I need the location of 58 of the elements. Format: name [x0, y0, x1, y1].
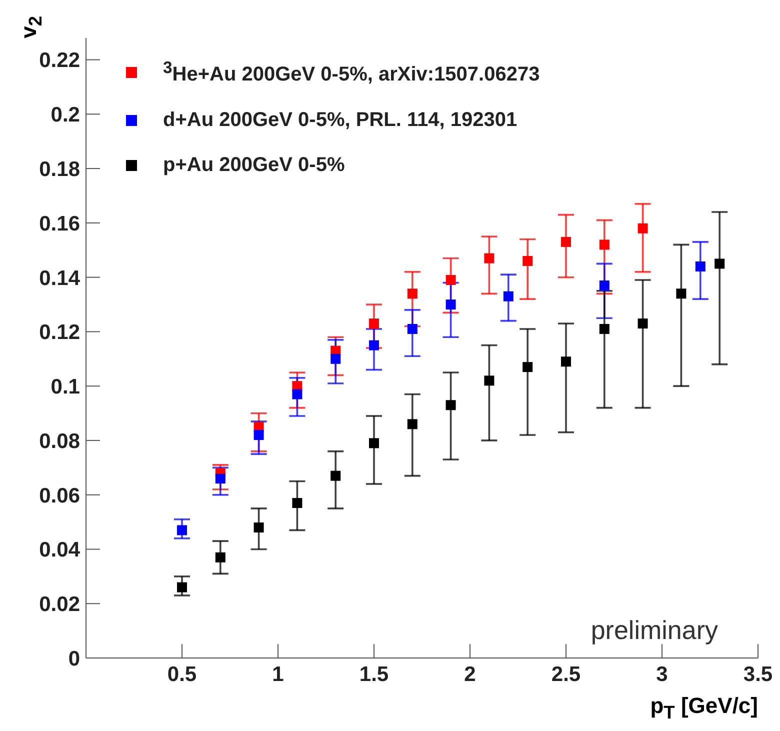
point [407, 288, 418, 299]
point [215, 552, 226, 562]
y-tick-label: 0.16 [39, 212, 80, 236]
y-tick-label: 0.18 [39, 158, 80, 181]
point [599, 240, 610, 250]
y-tick-label: 0.22 [39, 49, 80, 72]
point [292, 389, 302, 400]
legend-label: p+Au 200GeV 0-5% [163, 154, 345, 177]
y-tick-label: 0.02 [39, 593, 80, 616]
point [676, 288, 686, 299]
point [407, 324, 418, 334]
x-tick-label: 0.5 [167, 662, 197, 686]
annotation: preliminary [590, 615, 718, 646]
point [522, 256, 533, 266]
point [330, 354, 341, 364]
point [369, 438, 379, 448]
point [561, 236, 571, 247]
x-tick-label: 3 [656, 662, 668, 686]
point [638, 223, 648, 234]
point [177, 582, 187, 592]
point [484, 376, 494, 386]
point [330, 470, 341, 481]
point [638, 318, 648, 329]
point [215, 474, 226, 484]
point [599, 324, 610, 334]
y-tick-label: 0.14 [39, 266, 80, 290]
point [714, 258, 725, 269]
point [407, 419, 418, 430]
x-tick-label: 2 [464, 662, 476, 686]
point [599, 280, 610, 290]
point [503, 291, 514, 302]
y-tick-label: 0.08 [39, 430, 80, 453]
y-tick-label: 0.06 [39, 484, 80, 508]
point [695, 261, 706, 272]
point [177, 525, 187, 536]
x-tick-label: 1 [272, 662, 284, 686]
point [254, 522, 264, 532]
y-tick-label: 0.04 [39, 538, 80, 562]
point [446, 275, 456, 286]
y-tick-label: 0 [68, 647, 80, 670]
point [446, 299, 456, 310]
x-tick-label: 2.5 [551, 662, 581, 686]
point [446, 400, 456, 410]
point [254, 430, 264, 440]
point [484, 253, 494, 264]
y-tick-label: 0.1 [50, 376, 80, 399]
point [369, 340, 379, 350]
legend-label: d+Au 200GeV 0-5%, PRL. 114, 192301 [163, 108, 518, 132]
point [522, 362, 533, 372]
legend-label: $^{3}$He+Au 200GeV 0-5%, arXiv:1507.06273 [163, 58, 540, 87]
x-axis-title: p$_{T}$ [GeV/c] [650, 692, 758, 723]
point [292, 498, 302, 508]
x-tick-label: 1.5 [359, 662, 389, 686]
x-tick-label: 3.5 [743, 662, 773, 686]
y-tick-label: 0.2 [50, 104, 80, 127]
y-tick-label: 0.12 [39, 321, 80, 344]
point [369, 318, 379, 329]
point [561, 356, 571, 367]
